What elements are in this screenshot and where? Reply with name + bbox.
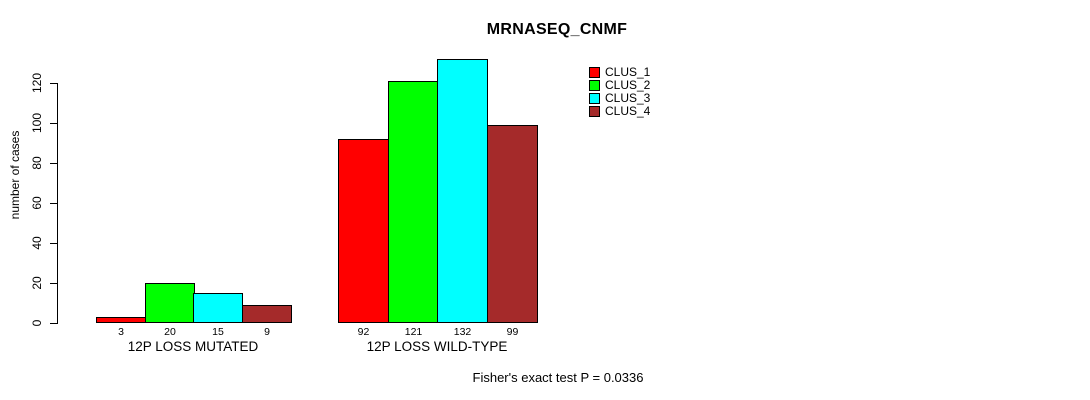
legend-label: CLUS_2 [605, 78, 651, 92]
y-axis-tick [50, 243, 58, 244]
bar-value-label: 92 [357, 326, 370, 338]
y-axis-tick-label: 120 [30, 72, 44, 94]
y-axis-tick-label: 100 [30, 112, 44, 134]
bar-value-label: 121 [404, 326, 423, 338]
chart-title: MRNASEQ_CNMF [486, 21, 628, 38]
y-axis-tick-label: 80 [30, 156, 44, 170]
bar-value-label: 9 [264, 326, 270, 338]
y-axis-tick-label: 60 [30, 196, 44, 210]
fisher-test-annotation: Fisher's exact test P = 0.0336 [472, 370, 644, 385]
y-axis-tick [50, 323, 58, 324]
bar-value-label: 20 [164, 326, 176, 338]
category-label: 12P LOSS WILD-TYPE [366, 339, 508, 354]
legend-item: CLUS_3 [589, 92, 650, 105]
legend-swatch-clus_1 [589, 67, 600, 78]
category-label: 12P LOSS MUTATED [127, 339, 259, 354]
y-axis-tick [50, 283, 58, 284]
bar-clus_4-group1 [242, 305, 292, 323]
y-axis-tick-label: 40 [30, 236, 44, 250]
legend-swatch-clus_4 [589, 106, 600, 117]
y-axis-tick [50, 123, 58, 124]
bar-clus_3-group1 [193, 293, 243, 323]
legend-label: CLUS_4 [605, 104, 651, 118]
y-axis-tick [50, 163, 58, 164]
y-axis-tick-label: 20 [30, 276, 44, 290]
bar-clus_1-group1 [96, 317, 146, 323]
legend-item: CLUS_4 [589, 105, 650, 118]
legend-item: CLUS_1 [589, 66, 650, 79]
bar-value-label: 3 [118, 326, 124, 338]
bar-value-label: 15 [212, 326, 224, 338]
y-axis-tick [50, 83, 58, 84]
legend: CLUS_1 CLUS_2 CLUS_3 CLUS_4 [589, 66, 650, 118]
bar-value-label: 132 [453, 326, 472, 338]
y-axis-tick-label: 0 [30, 319, 44, 327]
legend-swatch-clus_3 [589, 93, 600, 104]
bar-clus_3-group2 [437, 59, 488, 323]
bar-value-label: 99 [506, 326, 519, 338]
legend-label: CLUS_1 [605, 65, 651, 79]
bar-clus_1-group2 [338, 139, 389, 323]
bar-clus_2-group1 [145, 283, 195, 323]
y-axis-tick [50, 203, 58, 204]
legend-swatch-clus_2 [589, 80, 600, 91]
bar-clus_4-group2 [487, 125, 538, 323]
bar-clus_2-group2 [388, 81, 439, 323]
legend-item: CLUS_2 [589, 79, 650, 92]
legend-label: CLUS_3 [605, 91, 651, 105]
